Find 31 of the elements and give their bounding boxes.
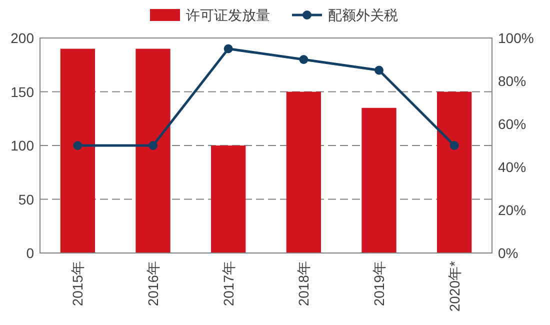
point bbox=[224, 44, 233, 54]
y-tick-label: 150 bbox=[10, 84, 34, 100]
bar bbox=[286, 92, 321, 253]
bar bbox=[362, 108, 396, 253]
y2-tick-label: 0% bbox=[498, 245, 518, 261]
y-tick-label: 0 bbox=[26, 245, 34, 261]
point bbox=[374, 66, 384, 75]
point bbox=[299, 55, 308, 64]
legend-label: 配额外关税 bbox=[328, 7, 398, 23]
y2-tick-label: 80% bbox=[498, 73, 526, 89]
x-tick-label: 2019年 bbox=[371, 261, 387, 306]
y2-tick-label: 100% bbox=[498, 30, 534, 46]
x-tick-label: 2017年 bbox=[220, 261, 236, 306]
point bbox=[73, 141, 82, 150]
point bbox=[450, 141, 459, 150]
bar bbox=[136, 48, 170, 253]
legend-label: 许可证发放量 bbox=[186, 7, 270, 23]
y2-tick-label: 20% bbox=[498, 202, 526, 218]
y2-tick-label: 60% bbox=[498, 116, 526, 132]
point bbox=[148, 141, 158, 150]
bar bbox=[60, 48, 95, 253]
bar bbox=[211, 146, 246, 253]
y2-tick-label: 40% bbox=[498, 159, 526, 175]
y-tick-label: 50 bbox=[18, 191, 34, 208]
y-tick-label: 200 bbox=[10, 30, 34, 46]
y-tick-label: 100 bbox=[10, 138, 34, 154]
x-tick-label: 2015年 bbox=[70, 261, 86, 306]
x-tick-label: 2018年 bbox=[296, 261, 312, 306]
x-tick-label: 2020年* bbox=[446, 260, 462, 312]
bar bbox=[437, 92, 472, 253]
x-tick-label: 2016年 bbox=[145, 261, 161, 306]
